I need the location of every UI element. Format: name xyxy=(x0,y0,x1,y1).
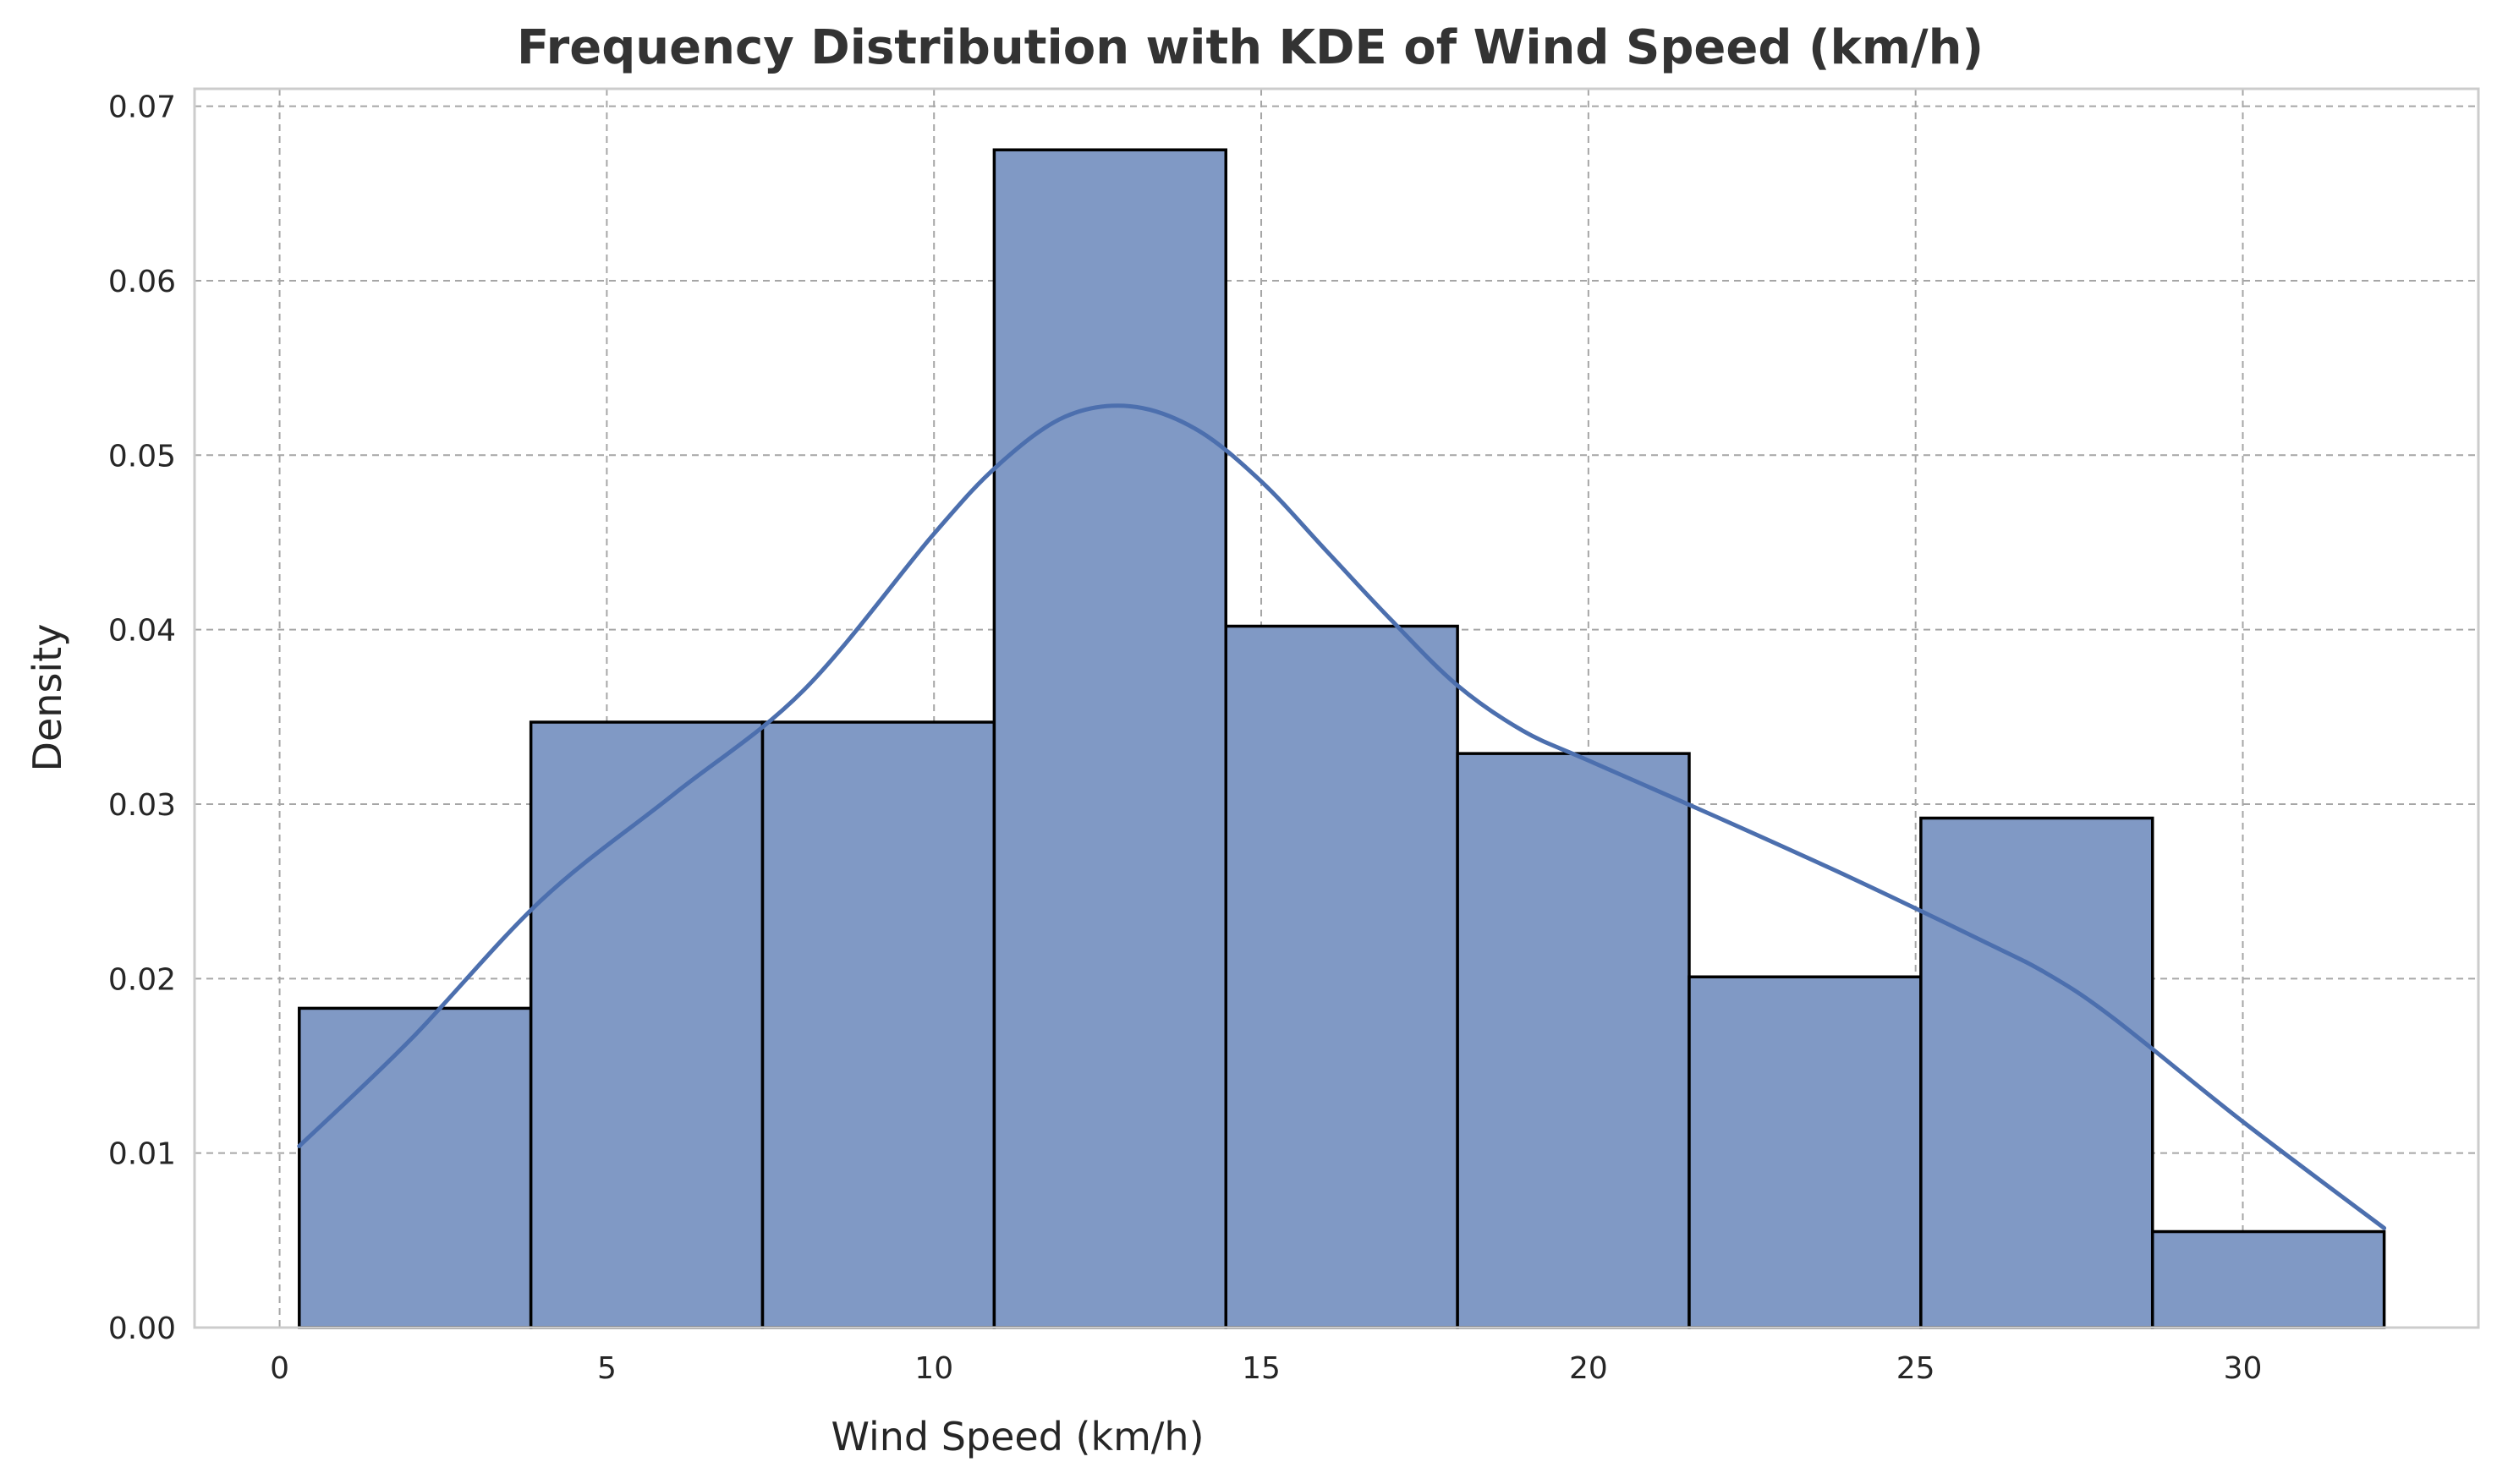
y-tick-label: 0.07 xyxy=(108,90,176,125)
y-tick-label: 0.00 xyxy=(108,1312,176,1346)
ticks-layer: 0 5 10 15 20 25 30 0.00 0.01 0.02 0.03 0.04 0.05 0.06… xyxy=(108,90,2263,1386)
histogram-bar xyxy=(1224,624,1459,1329)
histogram-bar xyxy=(1688,975,1923,1329)
x-tick-label: 0 xyxy=(270,1351,289,1386)
histogram-bar xyxy=(1919,816,2154,1329)
y-tick-label: 0.04 xyxy=(108,614,176,649)
chart-title: Frequency Distribution with KDE of Wind … xyxy=(517,20,1984,75)
histogram-bar xyxy=(1456,752,1691,1329)
histogram-bar xyxy=(760,720,996,1329)
y-tick-label: 0.01 xyxy=(108,1137,176,1172)
y-axis-label: Density xyxy=(25,624,70,772)
x-tick-label: 30 xyxy=(2224,1351,2263,1386)
x-tick-label: 10 xyxy=(914,1351,953,1386)
bars-layer xyxy=(298,148,2386,1329)
x-axis-label: Wind Speed (km/h) xyxy=(831,1414,1204,1459)
histogram-bar xyxy=(2150,1229,2386,1329)
y-tick-label: 0.05 xyxy=(108,439,176,474)
y-tick-label: 0.06 xyxy=(108,265,176,299)
y-tick-label: 0.02 xyxy=(108,962,176,997)
kde-layer xyxy=(297,403,2387,1230)
kde-curve xyxy=(297,403,2387,1230)
x-tick-label: 5 xyxy=(597,1351,617,1386)
y-tick-label: 0.03 xyxy=(108,788,176,823)
x-tick-label: 20 xyxy=(1569,1351,1608,1386)
histogram-bar xyxy=(529,720,765,1329)
plot-frame xyxy=(193,87,2480,1329)
x-tick-label: 15 xyxy=(1242,1351,1281,1386)
histogram-bar xyxy=(298,1006,533,1329)
x-tick-label: 25 xyxy=(1896,1351,1935,1386)
histogram-bar xyxy=(992,148,1228,1329)
